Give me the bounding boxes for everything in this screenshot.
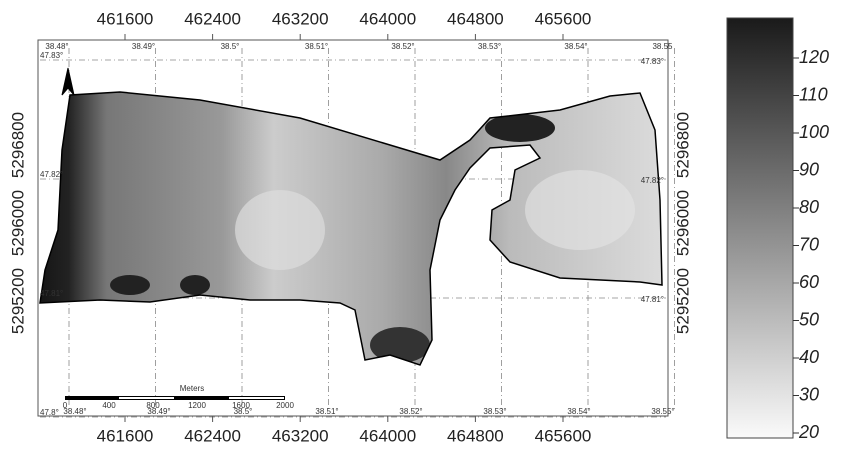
longitude-label: 38.49° — [132, 42, 155, 51]
colorbar — [727, 18, 793, 438]
easting-label: 464800 — [447, 9, 504, 28]
latitude-label: 47.81° — [641, 295, 664, 304]
colorbar-label: 100 — [799, 122, 829, 142]
colorbar-label: 30 — [799, 384, 819, 404]
northing-label: 5295200 — [673, 268, 692, 334]
easting-label: 461600 — [97, 426, 154, 445]
longitude-label: 38.55 — [652, 42, 673, 51]
latitude-label: 47.8° — [40, 408, 59, 417]
colorbar-label: 40 — [799, 347, 819, 367]
easting-label: 465600 — [535, 9, 592, 28]
latitude-label: 47.82° — [40, 170, 63, 179]
longitude-label: 38.48° — [63, 407, 86, 416]
map-figure: Meters0400800120016002000 461600 461600 46… — [0, 0, 842, 449]
colorbar-label: 80 — [799, 197, 819, 217]
longitude-label: 38.53° — [478, 42, 501, 51]
longitude-label: 38.52° — [399, 407, 422, 416]
northing-label: 5295200 — [8, 268, 27, 334]
longitude-label: 38.51° — [315, 407, 338, 416]
colorbar-label: 60 — [799, 272, 819, 292]
northing-label: 5296800 — [8, 112, 27, 178]
longitude-label: 38.52° — [391, 42, 414, 51]
longitude-label: 38.53° — [483, 407, 506, 416]
easting-label: 463200 — [272, 426, 329, 445]
longitude-label: 38.55° — [651, 407, 674, 416]
easting-label: 465600 — [535, 426, 592, 445]
northing-label: 5296000 — [8, 190, 27, 256]
longitude-label: 38.5° — [221, 42, 240, 51]
scale-tick-label: 1200 — [188, 401, 206, 410]
colorbar-label: 20 — [798, 422, 819, 442]
longitude-label: 38.54° — [564, 42, 587, 51]
longitude-label: 38.48° — [45, 42, 68, 51]
northing-label: 5296800 — [673, 112, 692, 178]
longitude-label: 38.49° — [147, 407, 170, 416]
scale-tick-label: 400 — [102, 401, 116, 410]
latitude-label: 47.82° — [641, 176, 664, 185]
easting-label: 464800 — [447, 426, 504, 445]
colorbar-label: 110 — [799, 84, 828, 104]
colorbar-label: 90 — [799, 159, 819, 179]
easting-label: 461600 — [97, 9, 154, 28]
longitude-label: 38.5° — [234, 407, 253, 416]
easting-label: 463200 — [272, 9, 329, 28]
easting-label: 462400 — [184, 9, 241, 28]
easting-label: 464000 — [359, 9, 416, 28]
easting-label: 462400 — [184, 426, 241, 445]
colorbar-label: 120 — [799, 47, 829, 67]
scale-title: Meters — [180, 384, 204, 393]
north-arrow — [62, 68, 74, 95]
latitude-label: 47.83° — [40, 51, 63, 60]
northing-label: 5296000 — [673, 190, 692, 256]
longitude-label: 38.54° — [567, 407, 590, 416]
colorbar-label: 50 — [799, 309, 819, 329]
latitude-label: 47.81° — [40, 289, 63, 298]
latitude-label: 47.83° — [641, 57, 664, 66]
scale-tick-label: 2000 — [276, 401, 294, 410]
raster — [30, 85, 670, 375]
easting-label: 464000 — [359, 426, 416, 445]
colorbar-label: 70 — [799, 234, 819, 254]
longitude-label: 38.51° — [305, 42, 328, 51]
